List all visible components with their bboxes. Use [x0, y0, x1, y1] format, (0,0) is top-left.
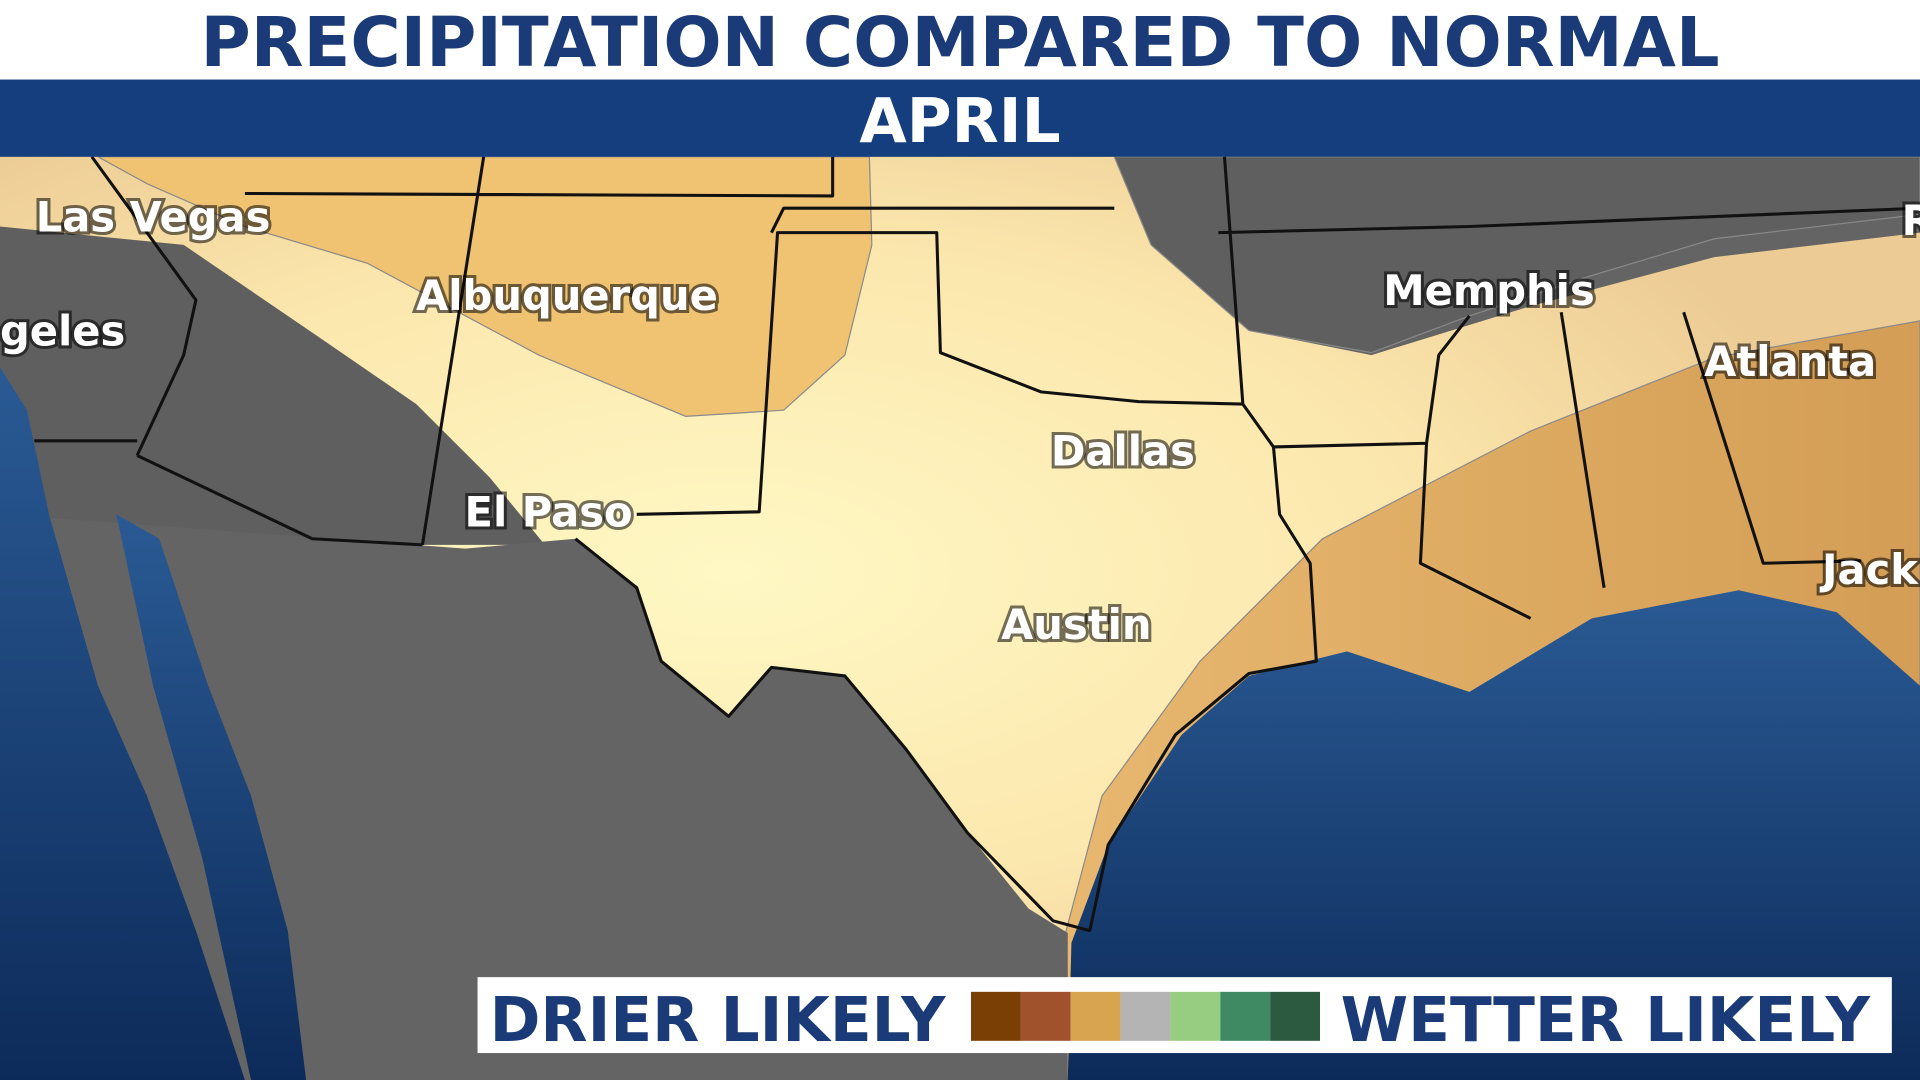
legend-swatch — [1270, 991, 1320, 1041]
legend-swatch — [1120, 991, 1171, 1041]
pacific-ocean — [0, 367, 245, 1080]
state-borders — [34, 155, 1920, 620]
neutral-area — [0, 226, 545, 545]
legend-right-label: WETTER LIKELY — [1341, 985, 1871, 1056]
legend-swatch — [971, 991, 1021, 1041]
legend-swatch — [1220, 991, 1271, 1041]
city-label: Memphis — [1383, 266, 1594, 315]
city-label: Austin — [1001, 600, 1151, 649]
city-label: Atlanta — [1704, 337, 1876, 386]
legend-left-label: DRIER LIKELY — [490, 985, 947, 1056]
city-label: geles — [0, 306, 125, 355]
city-label: Dallas — [1051, 426, 1195, 475]
subheader-bar — [0, 79, 1920, 157]
legend-swatch — [1070, 991, 1121, 1041]
gulf-of-mexico — [1067, 590, 1920, 1080]
city-labels: Las Vegas geles Albuquerque El Paso Dallas Au… — [0, 189, 1920, 652]
city-label: Jack — [1819, 545, 1919, 594]
legend-swatch — [1020, 991, 1071, 1041]
neutral-area — [1113, 156, 1920, 354]
title: PRECIPITATION COMPARED TO NORMAL — [200, 3, 1719, 83]
legend-swatch — [1170, 991, 1221, 1041]
legend: DRIER LIKELY WETTER LIKELY — [477, 977, 1892, 1056]
city-label: R — [1902, 196, 1920, 245]
city-label: Albuquerque — [416, 271, 718, 320]
subtitle: APRIL — [859, 86, 1060, 157]
gulf-of-california — [116, 514, 307, 1080]
city-label: Las Vegas — [36, 192, 271, 241]
dry-area — [97, 156, 873, 417]
city-label: El Paso — [465, 488, 633, 537]
texas-border — [574, 231, 1318, 933]
header-bar — [0, 0, 1920, 80]
